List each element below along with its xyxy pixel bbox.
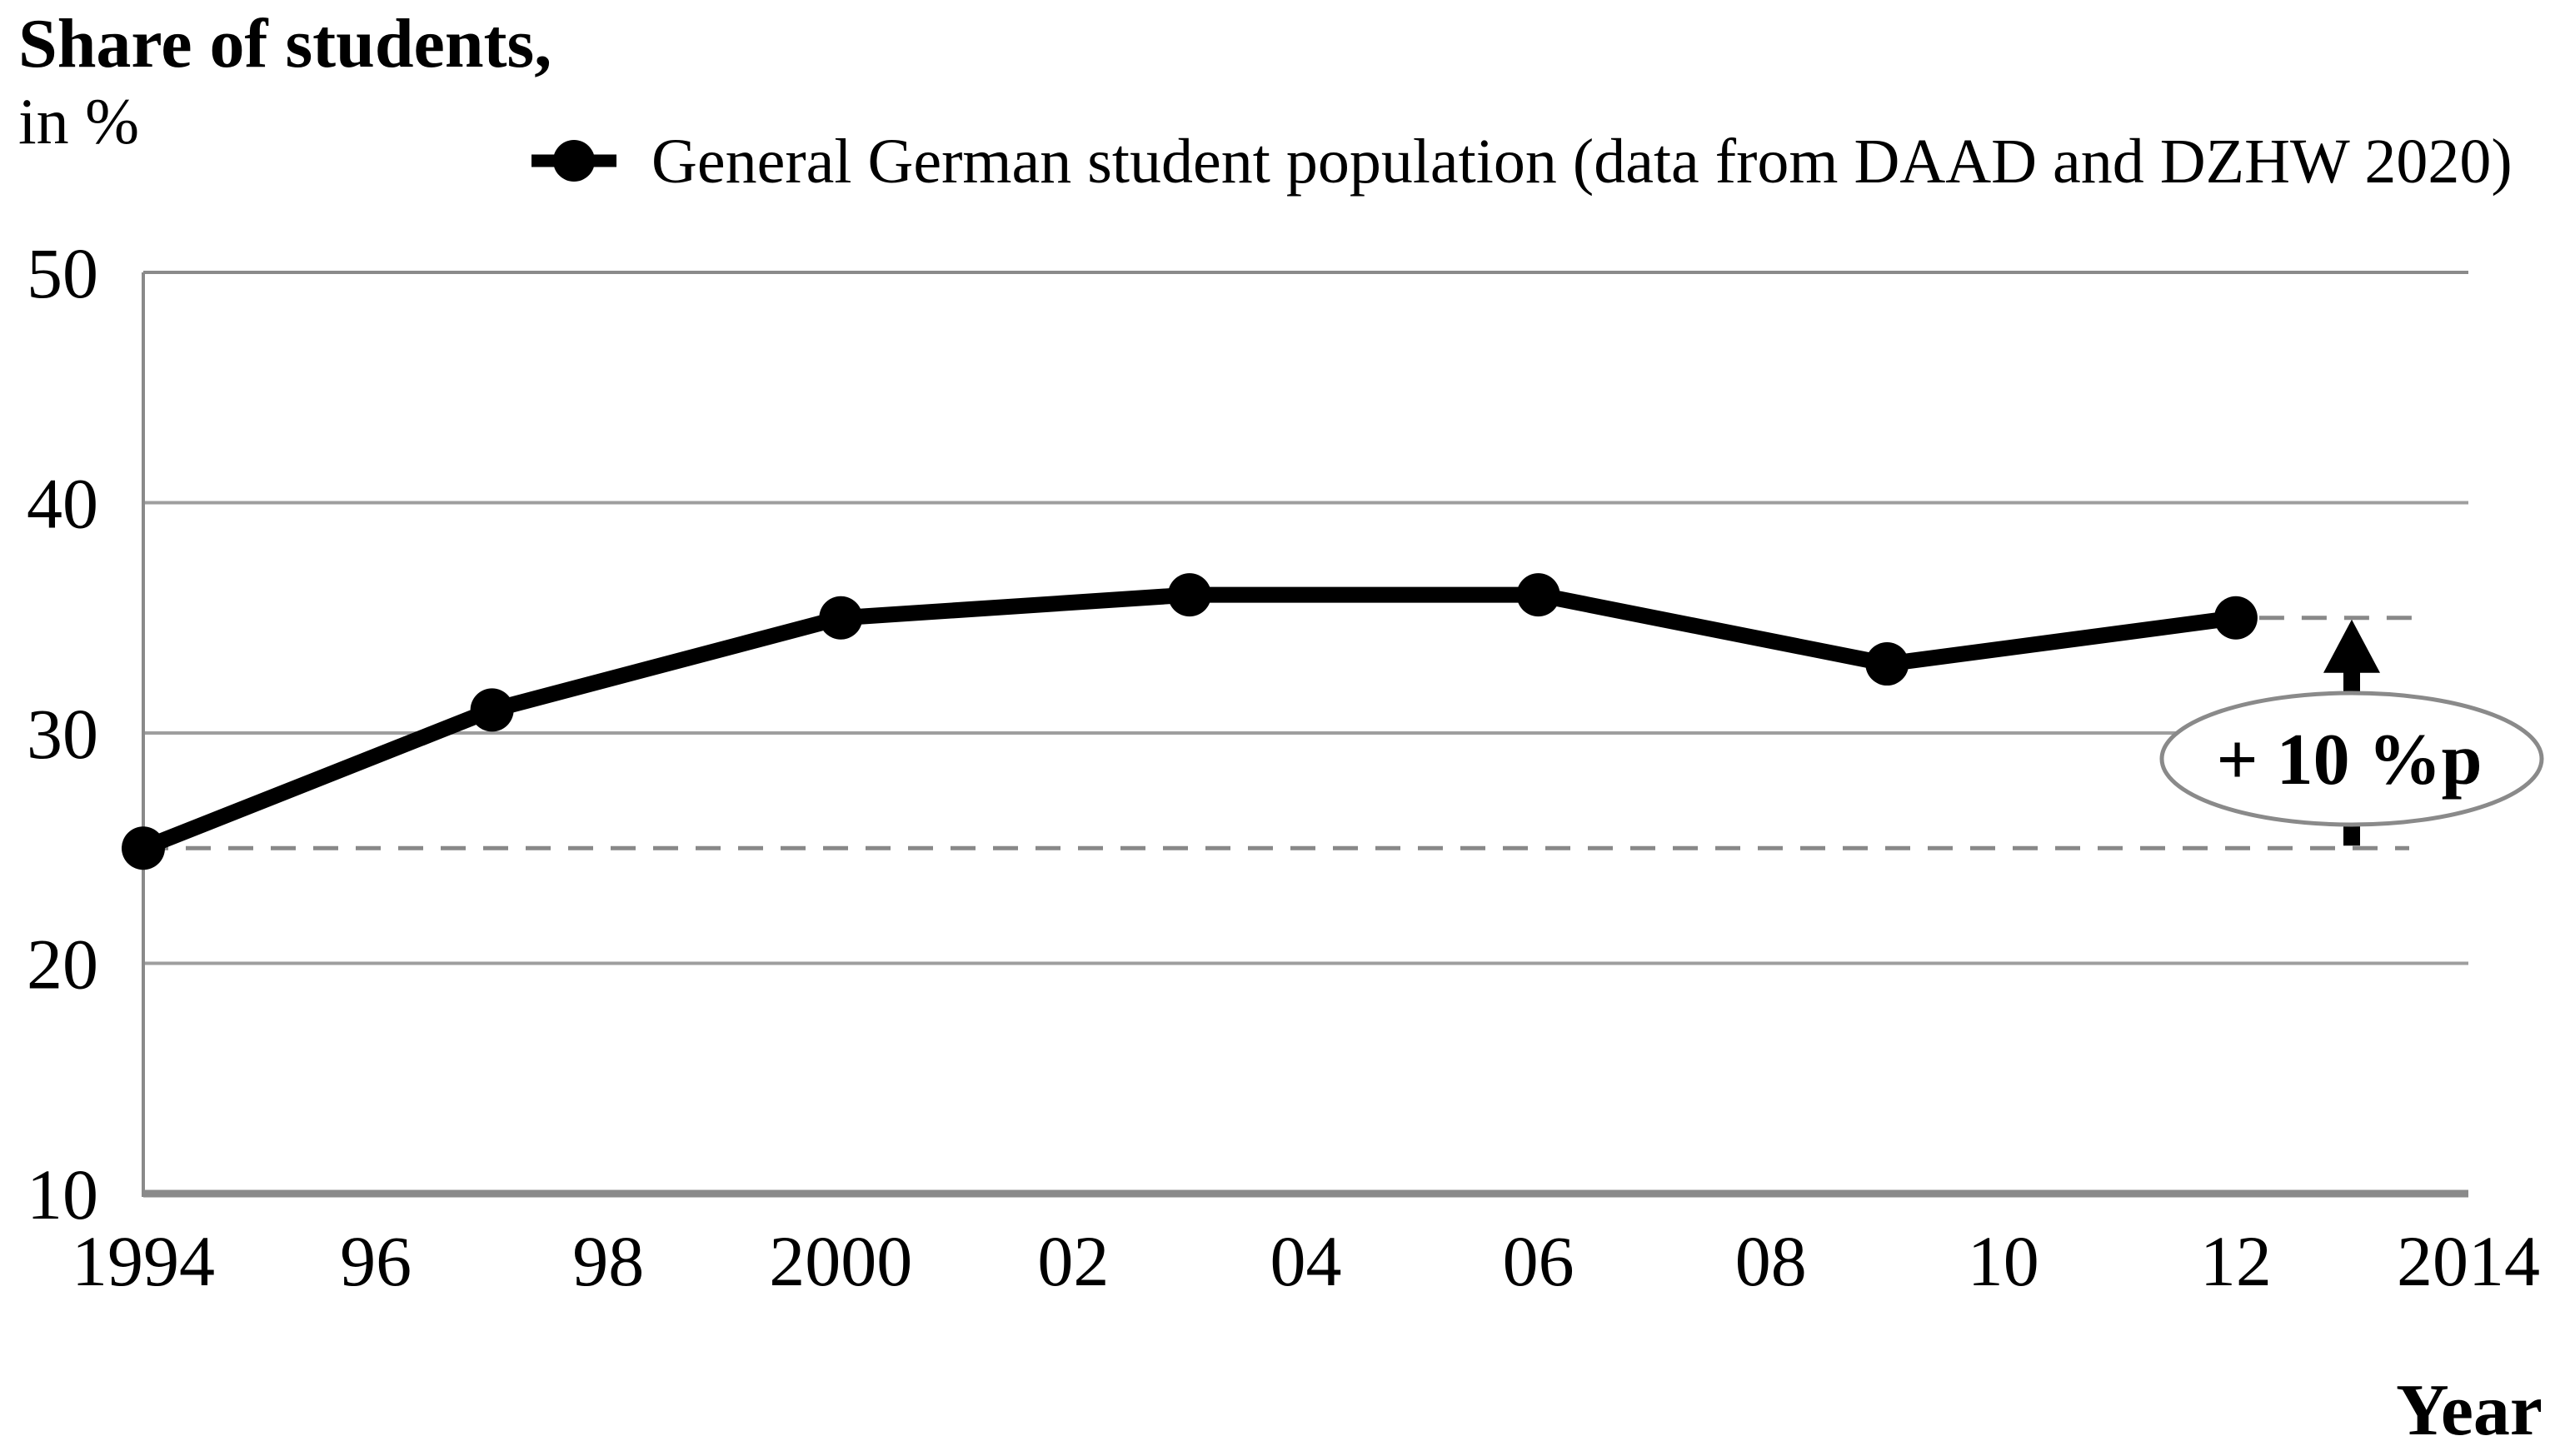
y-tick-label-10: 10 <box>27 1154 98 1234</box>
x-tick-label-10: 10 <box>1968 1221 2039 1301</box>
data-point-1997-31 <box>470 688 514 732</box>
gridlines-layer <box>142 271 2468 1198</box>
data-point-2006-36 <box>1516 573 1560 617</box>
y-tick-label-30: 30 <box>27 694 98 774</box>
data-point-2012-35 <box>2213 596 2258 640</box>
y-tick-label-20: 20 <box>27 925 98 1005</box>
x-tick-labels-layer: 1994 96 98 2000 02 04 06 08 10 12 2014 <box>72 1221 2540 1301</box>
x-tick-label-96: 96 <box>340 1221 412 1301</box>
y-tick-labels-layer: 50 40 30 20 10 <box>27 233 98 1234</box>
data-point-2003-36 <box>1167 573 1211 617</box>
x-tick-label-1994: 1994 <box>72 1221 215 1301</box>
chart-title-line1: Share of students, <box>18 5 551 82</box>
x-tick-label-2014: 2014 <box>2397 1221 2540 1301</box>
chart-title-line2: in % <box>18 85 139 157</box>
series-line <box>135 586 2244 856</box>
legend: General German student population (data … <box>531 127 2513 197</box>
annotation-label: + 10 %p <box>2216 720 2482 800</box>
legend-label: General German student population (data … <box>651 127 2513 197</box>
x-tick-label-2000: 2000 <box>769 1221 912 1301</box>
x-tick-label-98: 98 <box>572 1221 644 1301</box>
x-tick-label-02: 02 <box>1037 1221 1109 1301</box>
y-tick-label-40: 40 <box>27 464 98 544</box>
legend-marker-circle-icon <box>553 140 595 182</box>
data-point-2009-33 <box>1865 642 1909 686</box>
x-tick-label-12: 12 <box>2200 1221 2272 1301</box>
annotation-arrow-head <box>2323 619 2380 673</box>
data-series-layer <box>122 573 2258 870</box>
x-axis-title: Year <box>2396 1370 2543 1451</box>
x-tick-label-08: 08 <box>1735 1221 1807 1301</box>
x-tick-label-04: 04 <box>1270 1221 1342 1301</box>
data-point-1994-25 <box>122 826 165 870</box>
data-point-2000-35 <box>819 596 863 640</box>
x-tick-label-06: 06 <box>1503 1221 1574 1301</box>
annotation-ellipse <box>2159 691 2544 827</box>
y-tick-label-50: 50 <box>27 233 98 313</box>
